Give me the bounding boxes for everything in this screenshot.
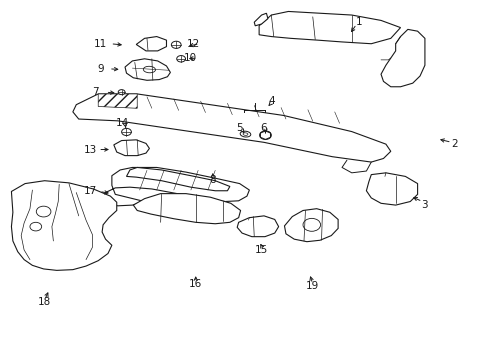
Text: 15: 15 bbox=[254, 245, 267, 255]
Circle shape bbox=[118, 90, 125, 95]
Polygon shape bbox=[125, 59, 170, 80]
Circle shape bbox=[36, 206, 51, 217]
Polygon shape bbox=[11, 181, 117, 270]
Text: 16: 16 bbox=[189, 279, 202, 289]
Text: 11: 11 bbox=[94, 39, 107, 49]
Polygon shape bbox=[284, 209, 337, 242]
Polygon shape bbox=[98, 94, 137, 108]
Text: 10: 10 bbox=[184, 53, 197, 63]
Text: 1: 1 bbox=[355, 17, 362, 27]
Polygon shape bbox=[136, 37, 166, 51]
Circle shape bbox=[122, 129, 131, 135]
Circle shape bbox=[259, 131, 271, 139]
Text: 19: 19 bbox=[305, 281, 319, 291]
Polygon shape bbox=[260, 131, 270, 139]
Circle shape bbox=[262, 133, 268, 137]
Ellipse shape bbox=[243, 133, 247, 135]
Text: 4: 4 bbox=[267, 96, 274, 106]
Text: 5: 5 bbox=[236, 123, 243, 133]
Polygon shape bbox=[259, 12, 400, 44]
Polygon shape bbox=[254, 13, 267, 26]
Polygon shape bbox=[103, 167, 249, 206]
Polygon shape bbox=[126, 167, 229, 191]
Text: 13: 13 bbox=[84, 144, 97, 154]
Text: 18: 18 bbox=[38, 297, 51, 307]
Text: 2: 2 bbox=[450, 139, 457, 149]
Circle shape bbox=[171, 41, 181, 48]
Text: 8: 8 bbox=[209, 175, 216, 185]
Ellipse shape bbox=[240, 131, 250, 137]
Text: 12: 12 bbox=[186, 39, 200, 49]
Polygon shape bbox=[366, 173, 417, 205]
Text: 14: 14 bbox=[116, 118, 129, 128]
Circle shape bbox=[303, 219, 320, 231]
Text: 3: 3 bbox=[421, 200, 427, 210]
Text: 7: 7 bbox=[92, 87, 99, 97]
Text: 17: 17 bbox=[84, 186, 97, 197]
Polygon shape bbox=[380, 30, 424, 87]
Circle shape bbox=[30, 222, 41, 231]
Polygon shape bbox=[73, 94, 390, 162]
Polygon shape bbox=[114, 140, 149, 156]
Polygon shape bbox=[237, 216, 278, 237]
Polygon shape bbox=[133, 194, 240, 224]
Ellipse shape bbox=[143, 66, 155, 73]
Circle shape bbox=[176, 55, 185, 62]
Text: 6: 6 bbox=[260, 123, 267, 133]
Text: 9: 9 bbox=[97, 64, 104, 74]
